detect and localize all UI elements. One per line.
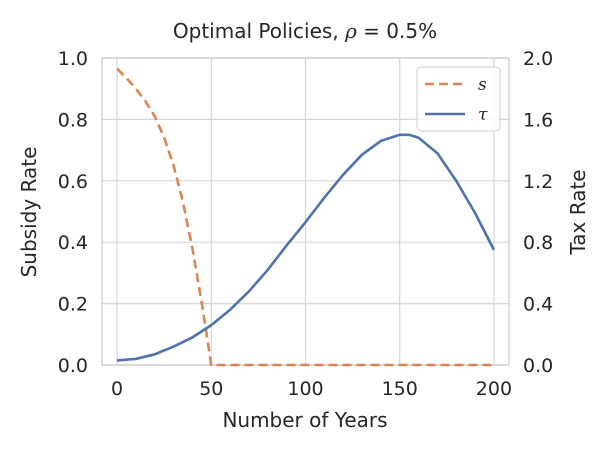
x-tick-label: 50 <box>199 378 223 400</box>
x-axis-label: Number of Years <box>222 408 387 432</box>
legend-label-tau: τ <box>478 105 488 125</box>
legend: s τ <box>416 66 501 132</box>
y-right-tick-label: 1.2 <box>523 171 553 193</box>
legend-box <box>416 66 501 132</box>
y-left-tick-label: 0.4 <box>58 232 88 254</box>
series-line-tau <box>116 133 496 362</box>
y-right-tick-label: 1.6 <box>523 109 553 131</box>
chart-title-text: Optimal Policies, <box>173 19 345 43</box>
y-right-tick-label: 2.0 <box>523 48 553 70</box>
chart-title: Optimal Policies, ρ = 0.5% <box>173 19 437 43</box>
y-right-tick-labels: 0.0 0.4 0.8 1.2 1.6 2.0 <box>523 48 553 377</box>
x-tick-label: 150 <box>382 378 418 400</box>
y-left-tick-label: 0.0 <box>58 355 88 377</box>
x-tick-label: 0 <box>111 378 123 400</box>
y-left-tick-label: 0.8 <box>58 109 88 131</box>
series-line-s <box>116 67 494 367</box>
y-right-tick-label: 0.4 <box>523 294 553 316</box>
x-tick-label: 100 <box>287 378 323 400</box>
chart-title-rho: ρ <box>344 19 357 43</box>
y-left-tick-labels: 0.0 0.2 0.4 0.6 0.8 1.0 <box>58 48 88 377</box>
y-right-tick-label: 0.0 <box>523 355 553 377</box>
chart-title-eq: = 0.5% <box>357 19 437 43</box>
y-right-axis-label: Tax Rate <box>566 169 590 255</box>
y-left-tick-label: 0.6 <box>58 171 88 193</box>
legend-label-s: s <box>478 75 487 95</box>
x-tick-label: 200 <box>476 378 512 400</box>
y-left-axis-label: Subsidy Rate <box>17 147 41 278</box>
y-left-tick-label: 1.0 <box>58 48 88 70</box>
x-tick-labels: 0 50 100 150 200 <box>111 378 512 400</box>
series-layer <box>116 67 496 367</box>
y-left-tick-label: 0.2 <box>58 294 88 316</box>
y-right-tick-label: 0.8 <box>523 232 553 254</box>
